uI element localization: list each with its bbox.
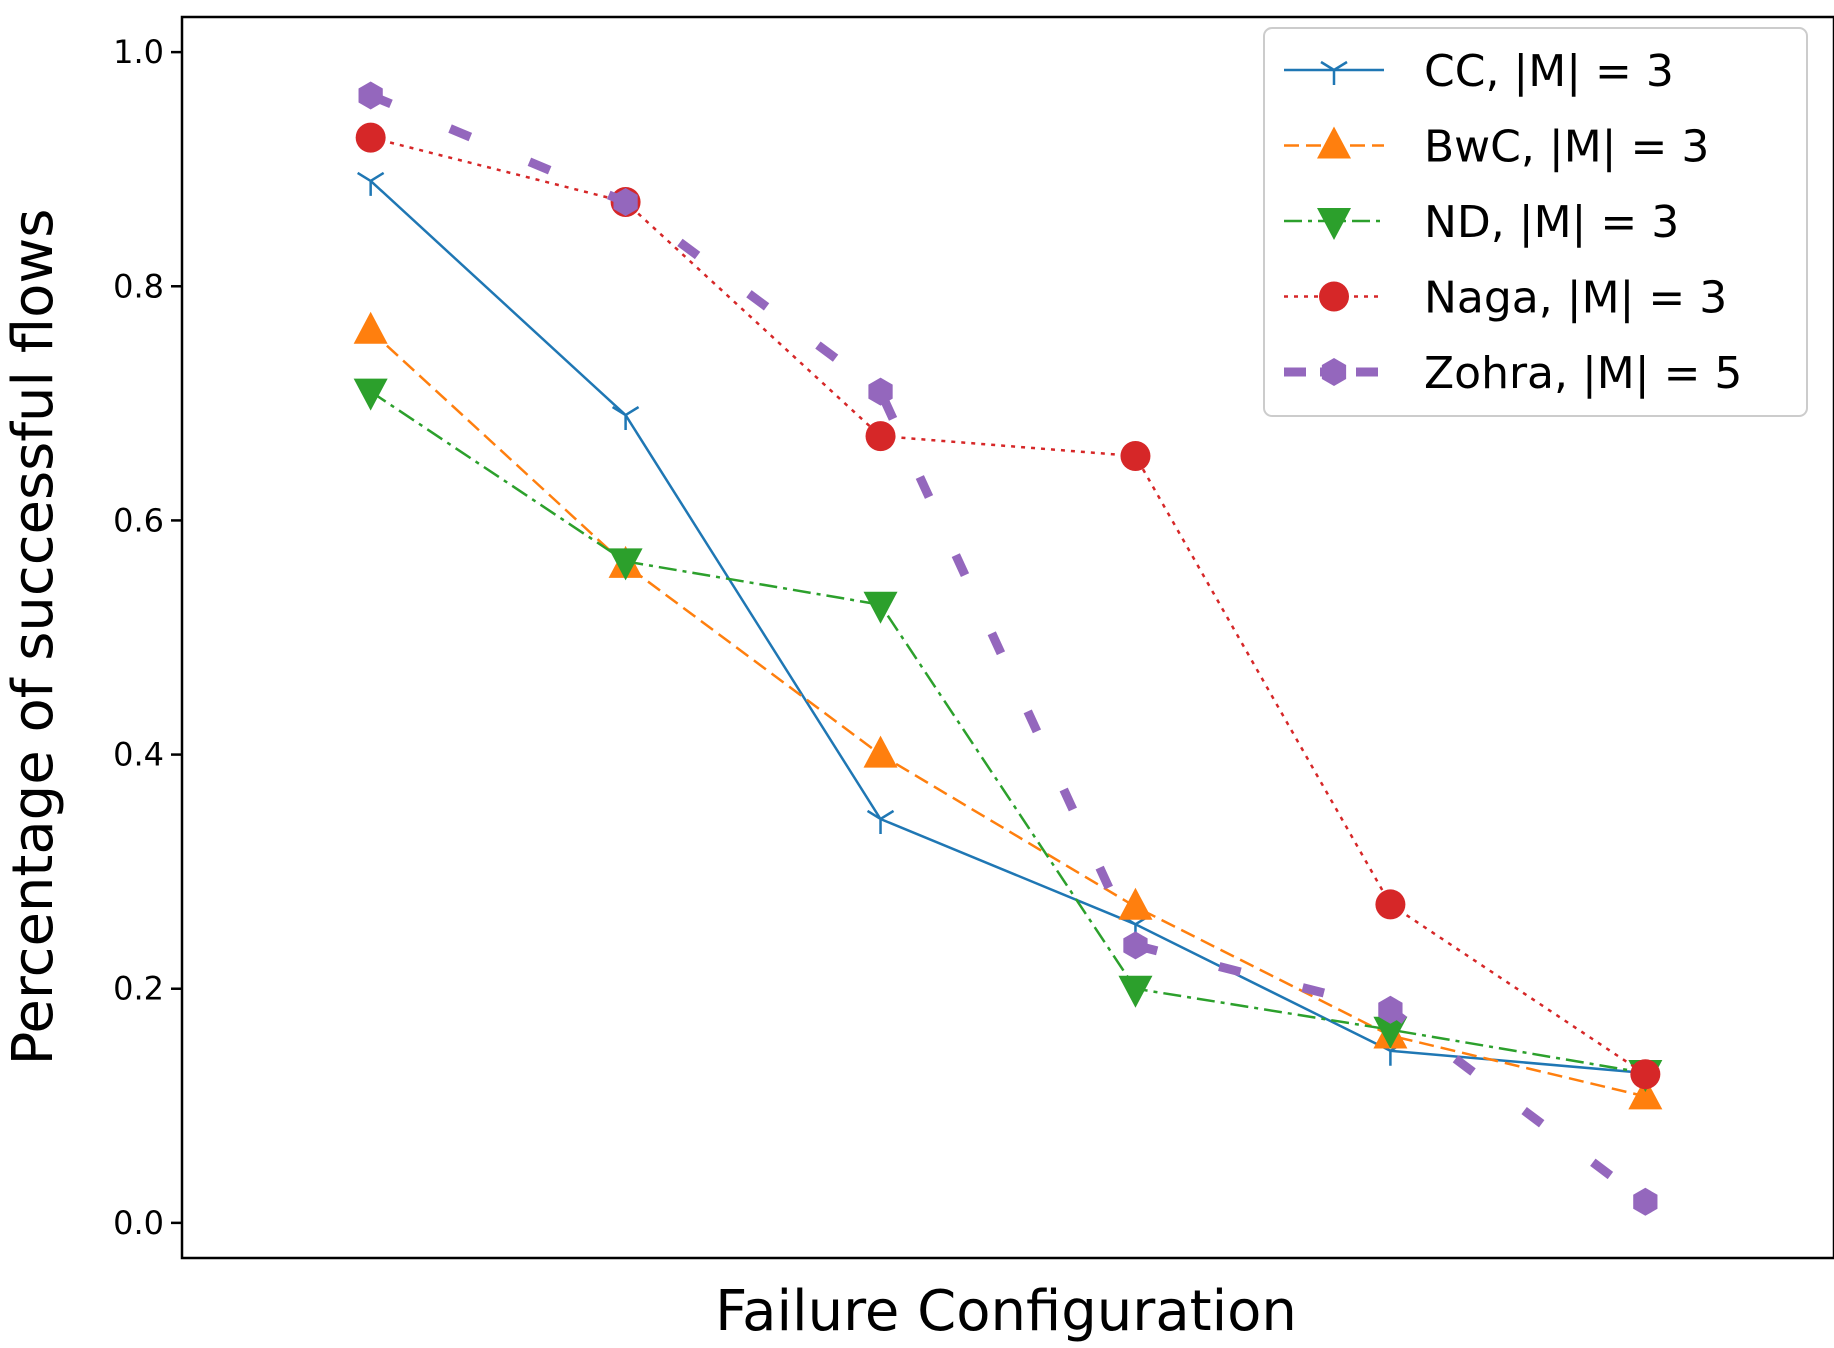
series-4	[358, 81, 1658, 1216]
legend-label: Zohra, |M| = 5	[1424, 348, 1742, 399]
data-point	[868, 377, 893, 406]
data-point	[863, 735, 898, 768]
legend-label: Naga, |M| = 3	[1424, 273, 1727, 324]
data-point	[863, 591, 898, 624]
data-point	[1378, 995, 1403, 1024]
data-point	[1120, 441, 1151, 472]
series-line	[370, 390, 1646, 1075]
legend: CC, |M| = 3 BwC, |M| = 3 ND, |M| = 3 Naga, …	[1263, 27, 1808, 417]
data-point	[353, 311, 388, 344]
data-point	[608, 548, 643, 581]
plot-area	[353, 81, 1663, 1216]
legend-item: Naga, |M| = 3	[1284, 273, 1727, 324]
y-axis-ticks: 0.0 0.2 0.4 0.6 0.8 1.0	[113, 33, 182, 1242]
data-point	[865, 421, 896, 452]
y-tick-label: 0.6	[113, 501, 164, 539]
data-point	[1375, 889, 1406, 920]
legend-swatch-marker	[1320, 60, 1348, 85]
data-point	[355, 122, 386, 153]
y-tick-label: 1.0	[113, 33, 164, 71]
data-point	[1123, 931, 1148, 960]
data-point	[1118, 887, 1153, 920]
series-line	[369, 329, 1646, 1098]
y-tick-label: 0.8	[113, 267, 164, 305]
data-point	[613, 187, 638, 216]
x-axis-label: Failure Configuration	[715, 1279, 1297, 1344]
legend-item: Zohra, |M| = 5	[1284, 348, 1742, 399]
data-point	[866, 809, 895, 834]
data-point	[1118, 975, 1153, 1008]
data-point	[358, 81, 383, 110]
series-1	[353, 311, 1663, 1110]
series-line	[369, 179, 1647, 1075]
axes-frame	[180, 15, 1834, 1260]
data-point	[1630, 1059, 1661, 1090]
y-axis-label: Percentage of successful flows	[1, 209, 66, 1066]
y-tick-label: 0.0	[113, 1204, 164, 1242]
y-tick-label: 0.2	[113, 970, 164, 1008]
legend-label: CC, |M| = 3	[1424, 46, 1674, 97]
legend-swatch-marker	[1321, 358, 1347, 386]
series-line	[370, 136, 1646, 1076]
legend-swatch-marker	[1317, 126, 1351, 159]
data-point	[353, 378, 388, 411]
data-point	[611, 405, 640, 431]
legend-swatch-marker	[1317, 208, 1351, 240]
legend-item: BwC, |M| = 3	[1284, 122, 1709, 173]
data-point	[1373, 1016, 1408, 1049]
legend-label: ND, |M| = 3	[1424, 197, 1679, 248]
data-point	[1633, 1187, 1658, 1216]
data-point	[356, 171, 385, 196]
legend-swatch-marker	[1319, 281, 1349, 312]
legend-box	[1263, 27, 1808, 417]
legend-label: BwC, |M| = 3	[1424, 122, 1709, 173]
data-point	[1628, 1077, 1663, 1110]
legend-item: CC, |M| = 3	[1284, 46, 1674, 97]
y-tick-label: 0.4	[113, 736, 164, 774]
legend-item: ND, |M| = 3	[1284, 197, 1679, 248]
